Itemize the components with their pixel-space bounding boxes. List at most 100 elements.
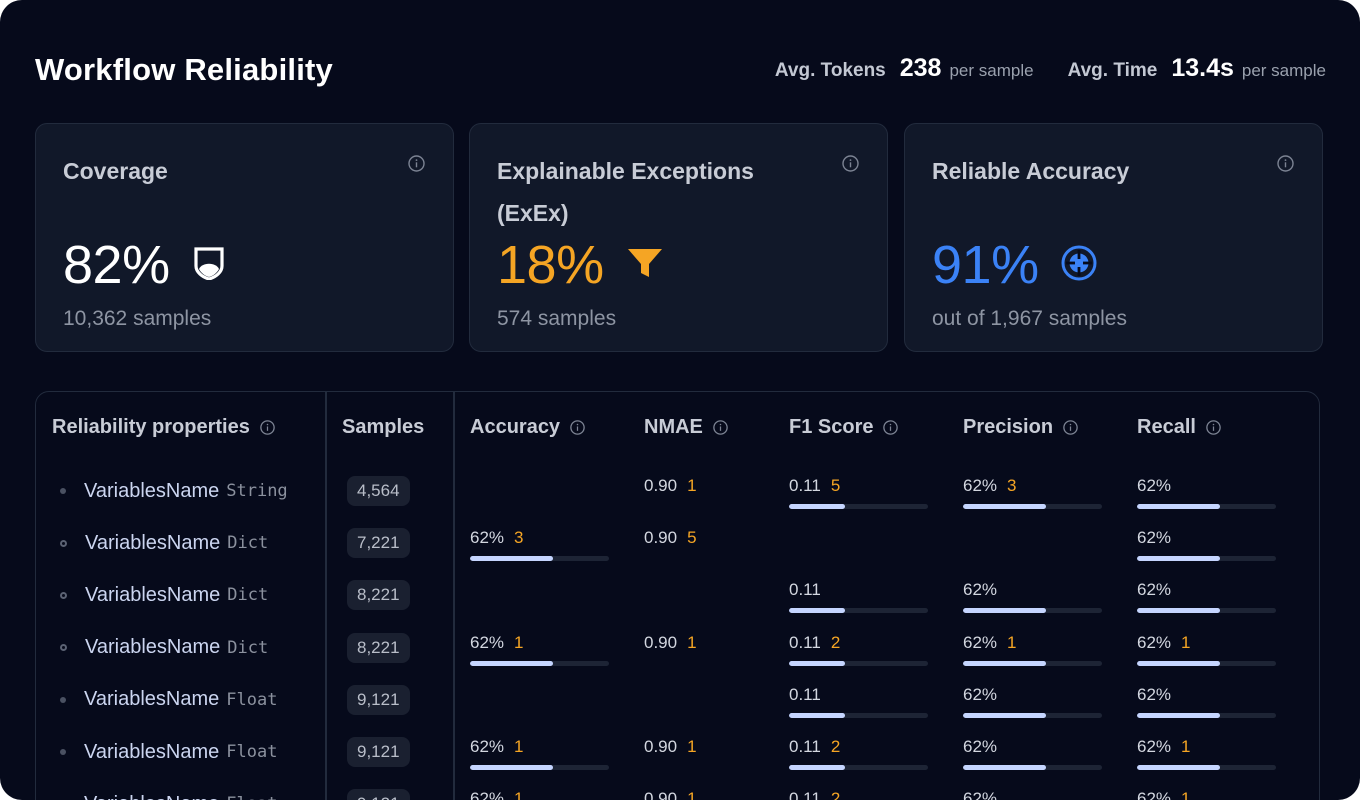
property-type: String [226,481,288,501]
f1-cell: 0.11 2 [789,737,928,770]
property-name: VariablesName [84,688,220,711]
column-divider [325,392,327,800]
header-samples[interactable]: Samples [342,416,424,439]
f1-cell: 0.11 [789,580,928,614]
info-icon[interactable] [260,420,275,435]
table-row[interactable]: VariablesName Float [60,688,277,712]
table-row[interactable]: VariablesName Float [60,792,277,800]
table-row[interactable]: VariablesName Dict [60,636,268,660]
f1-cell: 0.11 2 [789,789,928,800]
coverage-title: Coverage [63,158,168,184]
recall-progress-bar [1137,660,1276,666]
header-properties-label: Reliability properties [52,416,250,438]
nmae-cell: 0.90 1 [644,476,697,496]
recall-progress-fill [1137,712,1221,718]
exex-value: 18% [497,235,604,295]
reliable-accuracy-card: Reliable Accuracy 91% out of 1,967 sampl… [904,123,1323,352]
nmae-value: 0.90 [644,632,678,652]
precision-flag-count[interactable]: 1 [1007,632,1017,652]
nmae-flag-count[interactable]: 5 [687,528,697,548]
recall-flag-count[interactable]: 1 [1181,737,1191,756]
precision-flag-count[interactable]: 3 [1007,476,1017,495]
coverage-info-icon[interactable] [408,155,425,172]
coverage-samples: 10,362 samples [63,307,212,330]
header-samples-label: Samples [342,416,425,438]
f1-cell: 0.11 2 [789,633,928,666]
header-f1-label: F1 Score [789,416,874,438]
nmae-flag-count[interactable]: 1 [687,737,697,756]
precision-cell: 62% [963,789,1102,800]
header-nmae[interactable]: NMAE [644,416,728,439]
header-accuracy[interactable]: Accuracy [470,416,585,439]
row-bullet-icon [60,749,66,755]
f1-value: 0.11 [789,737,821,756]
table-row[interactable]: VariablesName Dict [60,583,268,607]
info-icon[interactable] [1063,420,1078,435]
info-icon[interactable] [713,420,728,435]
accuracy-cell: 62% 1 [470,789,609,800]
table-row[interactable]: VariablesName String [60,479,288,503]
reliability-table: Reliability properties Samples Accuracy … [35,391,1320,800]
row-bullet-icon [60,644,67,652]
table-row[interactable]: VariablesName Dict [60,531,268,555]
f1-progress-fill [789,712,845,718]
nmae-flag-count[interactable]: 1 [687,789,697,800]
nmae-cell: 0.90 1 [644,789,697,800]
nmae-flag-count[interactable]: 1 [687,476,697,495]
property-name: VariablesName [85,636,221,659]
accuracy-flag-count[interactable]: 3 [514,528,524,548]
f1-cell: 0.11 [789,685,928,718]
accuracy-flag-count[interactable]: 1 [514,632,524,652]
page-title: Workflow Reliability [35,52,333,87]
samples-count: 4,564 [347,476,410,506]
column-divider [453,392,455,800]
reliable-accuracy-info-icon[interactable] [1277,155,1294,172]
info-icon[interactable] [1206,420,1221,435]
precision-progress-bar [963,712,1102,718]
nmae-flag-count[interactable]: 1 [687,632,697,652]
exex-value-row: 18% [497,232,664,298]
recall-value: 62% [1137,632,1172,652]
recall-cell: 62% 1 [1137,633,1276,666]
recall-flag-count[interactable]: 1 [1181,789,1191,800]
header-recall[interactable]: Recall [1137,416,1221,439]
accuracy-cell: 62% 1 [470,737,609,770]
info-icon[interactable] [570,420,585,435]
header-precision-label: Precision [963,416,1054,438]
property-type: Float [226,794,277,800]
f1-flag-count[interactable]: 2 [830,632,841,652]
precision-cell: 62% 3 [963,476,1102,509]
precision-progress-bar [963,660,1102,666]
info-icon[interactable] [883,420,899,435]
header-precision[interactable]: Precision [963,416,1078,439]
precision-value: 62% [963,580,998,600]
recall-progress-fill [1137,556,1221,562]
header-properties[interactable]: Reliability properties [52,416,275,439]
accuracy-progress-fill [470,765,554,770]
reliable-accuracy-value: 91% [932,235,1039,295]
recall-cell: 62% 1 [1137,789,1276,800]
property-type: Float [226,742,278,762]
recall-cell: 62% [1137,685,1276,718]
target-icon [1061,245,1097,286]
f1-flag-count[interactable]: 5 [830,476,841,495]
recall-progress-bar [1137,712,1276,718]
recall-cell: 62% [1137,528,1276,562]
table-row[interactable]: VariablesName Float [60,740,277,764]
exex-card: Explainable Exceptions (ExEx) 18% 574 sa… [469,123,888,352]
avg-time-label: Avg. Time [1067,60,1158,81]
reliable-accuracy-value-row: 91% [932,232,1097,298]
accuracy-flag-count[interactable]: 1 [514,789,524,800]
f1-flag-count[interactable]: 2 [830,789,841,800]
recall-value: 62% [1137,737,1172,756]
nmae-cell: 0.90 5 [644,528,697,548]
f1-progress-bar [789,765,928,770]
coverage-value: 82% [63,235,170,295]
header-f1[interactable]: F1 Score [789,416,899,439]
recall-flag-count[interactable]: 1 [1181,632,1191,652]
f1-flag-count[interactable]: 2 [830,737,841,756]
exex-info-icon[interactable] [842,155,859,172]
row-bullet-icon [60,539,67,547]
accuracy-flag-count[interactable]: 1 [514,737,524,756]
f1-value: 0.11 [789,684,821,704]
